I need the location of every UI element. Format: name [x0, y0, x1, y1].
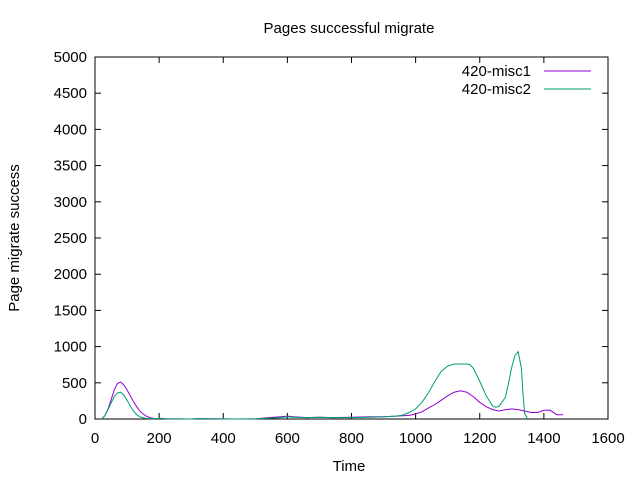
series-line-420-misc1: [101, 381, 564, 420]
x-tick-label: 1200: [463, 430, 496, 447]
y-axis-label: Page migrate success: [6, 164, 23, 312]
x-tick-label: 1600: [591, 430, 624, 447]
y-axis: 0 500 1000 1500 2000 2500 3000 3500 4000 4500 5000: [54, 49, 608, 428]
x-tick-label: 200: [147, 430, 172, 447]
x-tick-label: 1000: [399, 430, 432, 447]
y-tick-label: 4000: [54, 121, 87, 138]
y-tick-label: 2500: [54, 230, 87, 247]
x-tick-label: 800: [339, 430, 364, 447]
y-tick-label: 3500: [54, 158, 87, 175]
legend-label: 420-misc1: [462, 63, 531, 80]
x-tick-label: 600: [275, 430, 300, 447]
x-tick-label: 0: [91, 430, 99, 447]
y-tick-label: 3000: [54, 194, 87, 211]
y-tick-label: 4500: [54, 85, 87, 102]
x-axis-label: Time: [333, 458, 366, 475]
y-tick-label: 1500: [54, 302, 87, 319]
x-tick-label: 1400: [527, 430, 560, 447]
series-line-420-misc2: [101, 350, 529, 420]
legend-label: 420-misc2: [462, 81, 531, 98]
x-axis: 0 200 400 600 800 1000 1200 1400 1600: [91, 57, 625, 447]
chart-title: Pages successful migrate: [264, 20, 435, 37]
y-tick-label: 0: [79, 411, 87, 428]
plot-frame: [94, 56, 609, 420]
y-tick-label: 1000: [54, 339, 87, 356]
x-tick-label: 400: [211, 430, 236, 447]
series-layer: [101, 350, 564, 420]
y-tick-label: 5000: [54, 49, 87, 66]
y-tick-label: 500: [62, 375, 87, 392]
y-tick-label: 2000: [54, 266, 87, 283]
